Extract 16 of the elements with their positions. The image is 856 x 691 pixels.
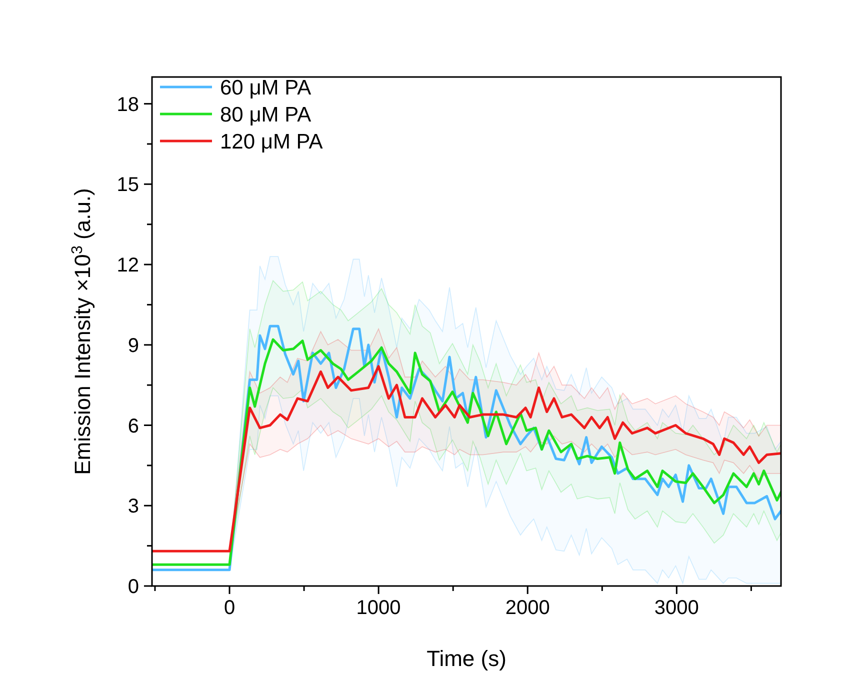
legend-label: 120 μM PA: [220, 130, 323, 154]
line-series: [152, 365, 781, 552]
x-tick-label: 1000: [356, 597, 401, 619]
y-tick-label: 9: [128, 334, 139, 357]
y-tick-label: 3: [128, 496, 139, 518]
legend-label: 80 μM PA: [220, 103, 312, 126]
y-tick-label: 15: [116, 174, 139, 196]
y-tick-label: 18: [116, 94, 139, 116]
x-tick-label: 2000: [505, 597, 550, 619]
legend-label: 60 μM PA: [220, 76, 312, 100]
x-tick-label: 0: [224, 597, 236, 619]
y-tick-label: 0: [128, 576, 139, 598]
x-axis-title: Time (s): [426, 646, 506, 671]
y-tick-label: 6: [128, 415, 139, 438]
x-tick-label: 3000: [654, 597, 699, 619]
y-tick-label: 12: [116, 254, 139, 277]
